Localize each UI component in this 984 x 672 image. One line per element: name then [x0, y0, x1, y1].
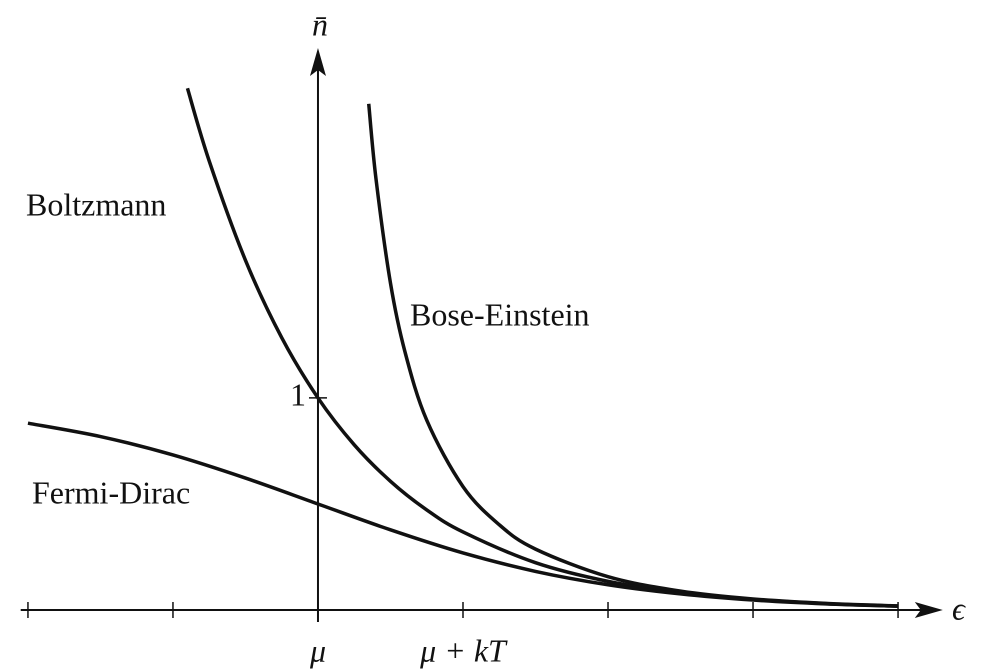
series-label: Boltzmann: [26, 186, 166, 222]
curve: [27, 421, 899, 608]
x-axis-arrow: [914, 602, 943, 618]
x-axis-label: ϵ: [952, 590, 966, 626]
curve: [366, 103, 899, 608]
curve: [185, 87, 899, 608]
y-tick-label: 1: [290, 376, 306, 412]
x-tick-label: μ + kT: [419, 632, 508, 668]
x-tick-label: μ: [309, 632, 326, 668]
y-axis-arrow: [309, 48, 326, 76]
series-label: Fermi-Dirac: [32, 474, 190, 510]
series-label: Bose-Einstein: [410, 296, 590, 332]
y-axis-label: n̄: [312, 6, 328, 42]
